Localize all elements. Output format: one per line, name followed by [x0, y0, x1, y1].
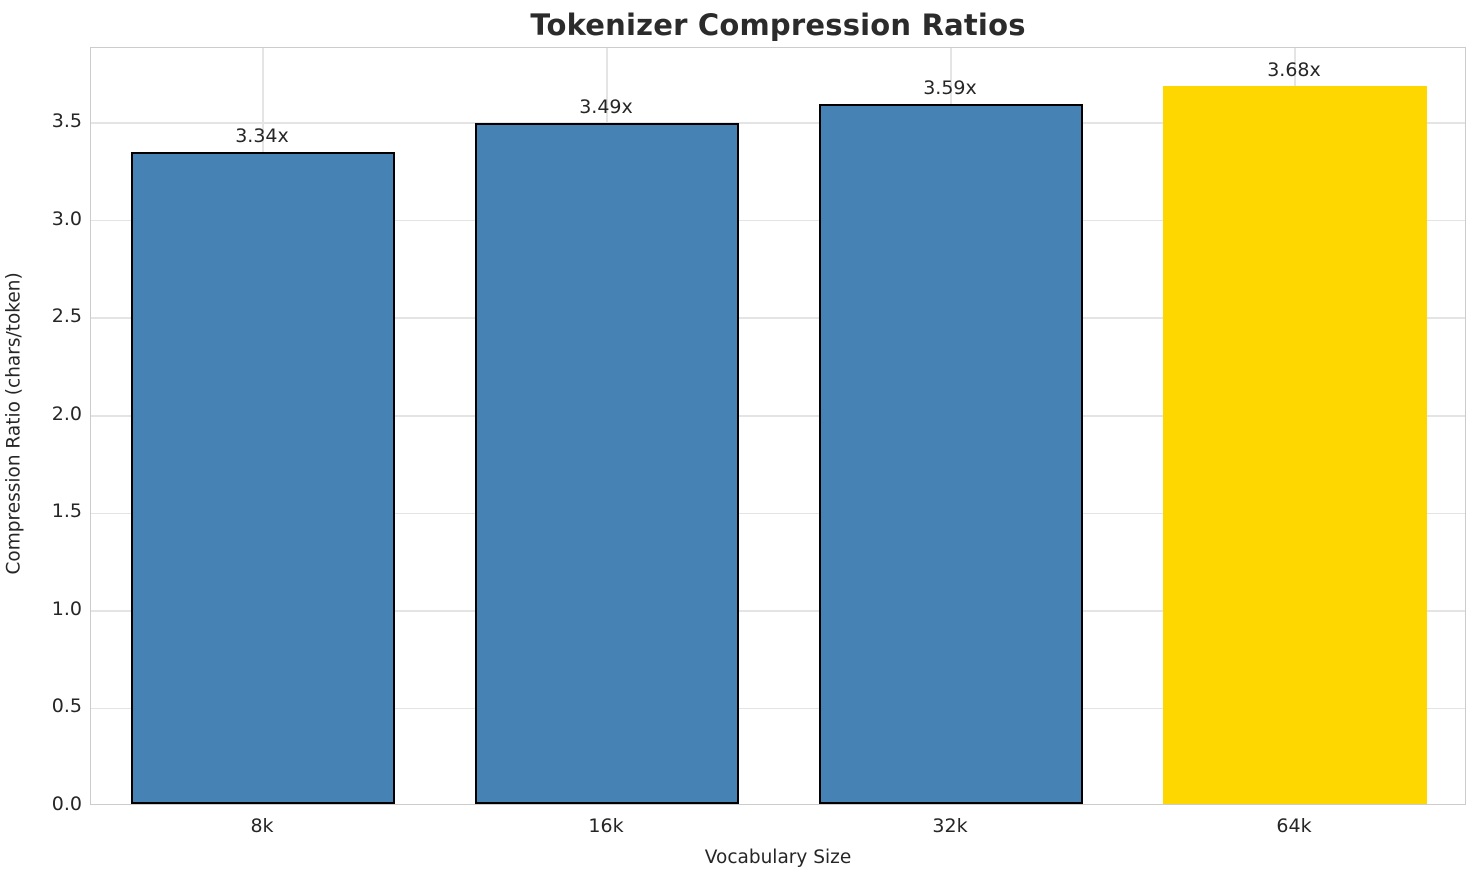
gridline-h: [91, 415, 1465, 417]
gridline-h: [91, 317, 1465, 319]
gridline-h: [91, 122, 1465, 124]
gridline-h: [91, 707, 1465, 710]
chart-title: Tokenizer Compression Ratios: [530, 8, 1026, 42]
bar-64k: [1162, 86, 1428, 804]
y-tick-label: 1.5: [51, 500, 82, 523]
bar-value-label: 3.59x: [923, 76, 977, 99]
x-tick-label: 32k: [932, 815, 968, 837]
x-tick-label: 16k: [588, 815, 624, 837]
gridline-h: [91, 219, 1465, 222]
bar-value-label: 3.34x: [235, 125, 289, 148]
bar-value-label: 3.49x: [579, 96, 633, 119]
bar-32k: [818, 103, 1084, 804]
x-tick-label: 64k: [1276, 815, 1312, 837]
y-tick-label: 1.0: [51, 597, 82, 620]
y-tick-label: 3.0: [51, 207, 82, 230]
plot-area: [90, 47, 1466, 805]
x-tick-label: 8k: [250, 815, 274, 837]
y-tick-label: 2.0: [51, 402, 82, 425]
bar-8k: [130, 152, 396, 804]
y-tick-label: 3.5: [51, 110, 82, 133]
y-tick-label: 2.5: [51, 305, 82, 328]
y-tick-label: 0.5: [51, 695, 82, 718]
y-tick-label: 0.0: [51, 793, 82, 815]
gridline-h: [91, 610, 1465, 612]
bar-value-label: 3.68x: [1267, 58, 1321, 81]
bar-16k: [474, 123, 740, 804]
x-axis-label: Vocabulary Size: [704, 847, 852, 868]
gridline-h: [91, 512, 1465, 515]
